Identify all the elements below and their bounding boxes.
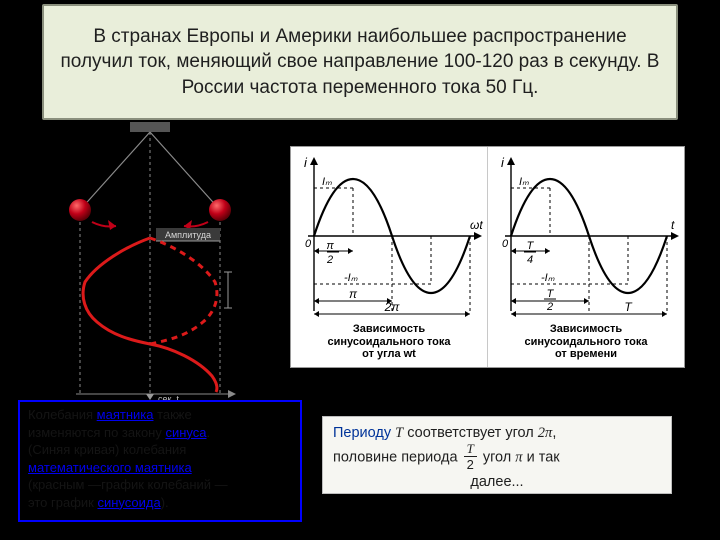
svg-text:2: 2 bbox=[326, 254, 333, 266]
graph-left-caption: Зависимость синусоидального тока от угла… bbox=[293, 323, 485, 361]
graph-left: i ωt 0 Iₘ -Iₘ π 2 π bbox=[291, 147, 487, 367]
header-text: В странах Европы и Америки наибольшее ра… bbox=[56, 24, 664, 101]
period-note: Периоду T соответствует угол 2π, половин… bbox=[322, 416, 672, 494]
amplitude-label: Амплитуда bbox=[165, 230, 211, 240]
svg-text:T: T bbox=[547, 288, 555, 300]
graph-right-caption: Зависимость синусоидального тока от врем… bbox=[490, 323, 682, 361]
svg-text:π: π bbox=[349, 287, 358, 301]
svg-text:-Iₘ: -Iₘ bbox=[541, 272, 555, 284]
svg-text:4: 4 bbox=[527, 254, 533, 266]
svg-text:T: T bbox=[527, 240, 535, 252]
link-sinusoid[interactable]: синусоида bbox=[97, 495, 160, 510]
svg-text:i: i bbox=[304, 155, 308, 170]
svg-text:Iₘ: Iₘ bbox=[322, 176, 332, 188]
sine-graphs-panel: i ωt 0 Iₘ -Iₘ π 2 π bbox=[290, 146, 685, 368]
header-banner: В странах Европы и Америки наибольшее ра… bbox=[42, 4, 678, 120]
pendulum-caption: Колебания маятника также изменяются по з… bbox=[18, 400, 302, 522]
link-math-pendulum[interactable]: математического маятника bbox=[28, 460, 192, 475]
svg-text:0: 0 bbox=[305, 238, 312, 250]
svg-text:2: 2 bbox=[546, 301, 553, 313]
link-pendulum[interactable]: маятника bbox=[97, 407, 154, 422]
svg-text:-Iₘ: -Iₘ bbox=[344, 272, 358, 284]
svg-text:T: T bbox=[624, 300, 633, 314]
svg-text:0: 0 bbox=[502, 238, 509, 250]
graph-right: i t 0 Iₘ -Iₘ T 4 T 2 bbox=[487, 147, 684, 367]
svg-text:i: i bbox=[501, 155, 505, 170]
pendulum-diagram: Амплитуда сек, t bbox=[30, 122, 270, 402]
svg-text:π: π bbox=[326, 240, 334, 252]
svg-text:Iₘ: Iₘ bbox=[519, 176, 529, 188]
svg-text:t: t bbox=[671, 218, 675, 232]
svg-text:ωt: ωt bbox=[470, 218, 483, 232]
link-sine[interactable]: синуса bbox=[165, 425, 206, 440]
